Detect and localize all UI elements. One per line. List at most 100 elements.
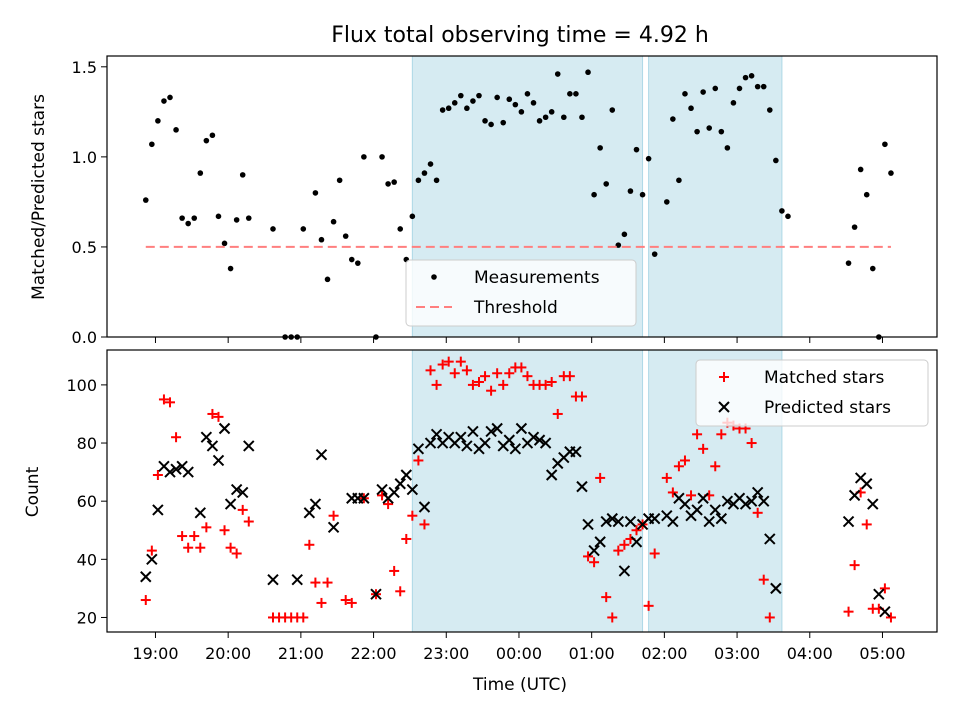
data-point	[498, 379, 509, 390]
bottom-x-tick-label: 04:00	[787, 644, 833, 663]
data-point	[146, 545, 157, 556]
data-point	[480, 371, 491, 382]
data-point	[389, 565, 400, 576]
data-point	[710, 461, 721, 472]
data-point	[648, 512, 661, 525]
data-point	[415, 177, 422, 184]
bottom-y-tick-label: 20	[77, 608, 97, 627]
legend-item-predicted-stars: Predicted stars	[718, 398, 891, 418]
data-point	[748, 73, 755, 79]
data-point	[455, 356, 466, 367]
data-point	[213, 411, 224, 422]
data-point	[540, 379, 551, 390]
data-point	[224, 498, 237, 510]
bottom-x-axis-label: Time (UTC)	[472, 675, 567, 695]
data-point	[686, 490, 697, 501]
legend-marker	[431, 274, 437, 280]
data-point	[597, 145, 603, 151]
bottom-x-tick-label: 00:00	[496, 644, 542, 663]
data-point	[697, 492, 709, 504]
data-point	[379, 154, 385, 160]
data-point	[418, 501, 431, 513]
data-point	[736, 85, 743, 92]
data-point	[318, 236, 325, 243]
data-point	[179, 215, 185, 221]
series-measurements	[142, 69, 894, 340]
bottom-legend: Matched stars Predicted stars	[695, 359, 929, 427]
data-point	[619, 539, 630, 550]
data-point	[427, 161, 434, 167]
data-point	[161, 98, 167, 104]
data-point	[576, 391, 587, 402]
top-y-tick-label: 1.5	[72, 58, 97, 77]
data-point	[485, 425, 497, 438]
data-point	[400, 469, 412, 481]
data-point	[582, 518, 594, 531]
data-point	[848, 489, 861, 502]
data-point	[395, 586, 406, 597]
data-point	[201, 522, 212, 533]
data-point	[309, 498, 322, 510]
data-point	[479, 437, 491, 449]
data-point	[445, 105, 452, 112]
data-point	[752, 507, 763, 518]
data-point	[576, 480, 588, 493]
data-point	[673, 461, 684, 472]
legend-label: Predicted stars	[764, 398, 891, 418]
data-point	[227, 265, 234, 272]
data-point	[385, 181, 391, 187]
data-point	[330, 218, 337, 225]
data-point	[197, 170, 204, 176]
data-point	[518, 109, 525, 115]
data-point	[412, 443, 425, 455]
data-point	[631, 525, 642, 536]
data-point	[758, 574, 769, 585]
data-point	[142, 197, 149, 203]
data-point	[383, 499, 394, 510]
data-point	[861, 519, 872, 530]
bottom-x-tick-label: 22:00	[351, 644, 397, 663]
data-point	[491, 422, 503, 435]
data-point	[146, 553, 158, 566]
data-point	[397, 226, 404, 232]
bottom-x-tick-label: 05:00	[859, 644, 905, 663]
bottom-x-tick-label: 03:00	[714, 644, 760, 663]
data-point	[730, 100, 737, 106]
data-point	[595, 472, 606, 483]
data-point	[621, 231, 628, 238]
data-point	[522, 371, 533, 382]
data-point	[842, 515, 855, 528]
data-point	[243, 516, 254, 527]
legend-label: Threshold	[473, 298, 558, 318]
legend-item-measurements: Measurements	[431, 268, 600, 288]
bottom-panel: 20 40 60 80 100 19:00 20:00 21:00 22:00 23:00 00:0…	[66, 349, 938, 663]
data-point	[539, 437, 552, 449]
data-point	[470, 98, 476, 104]
data-point	[492, 368, 503, 379]
data-point	[215, 213, 222, 220]
data-point	[219, 525, 230, 536]
bottom-x-tick-label: 01:00	[569, 644, 615, 663]
data-point	[506, 96, 513, 103]
data-point	[189, 531, 200, 542]
data-point	[237, 486, 249, 499]
legend-marker	[719, 372, 729, 382]
data-point	[237, 504, 248, 515]
data-point	[212, 454, 225, 467]
bottom-y-tick-label: 40	[77, 550, 97, 569]
data-point	[679, 455, 690, 466]
data-point	[443, 356, 454, 367]
bottom-x-tick-label: 20:00	[205, 644, 251, 663]
bottom-y-tick-label: 100	[66, 376, 97, 395]
data-point	[152, 470, 163, 481]
top-y-axis-label: Matched/Predicted stars	[29, 94, 49, 300]
data-point	[303, 507, 316, 519]
data-point	[173, 127, 179, 133]
data-point	[324, 276, 331, 283]
data-point	[165, 397, 176, 408]
data-point	[310, 577, 321, 588]
data-point	[764, 612, 775, 623]
data-point	[370, 588, 382, 600]
data-point	[322, 577, 333, 588]
data-point	[355, 260, 361, 266]
